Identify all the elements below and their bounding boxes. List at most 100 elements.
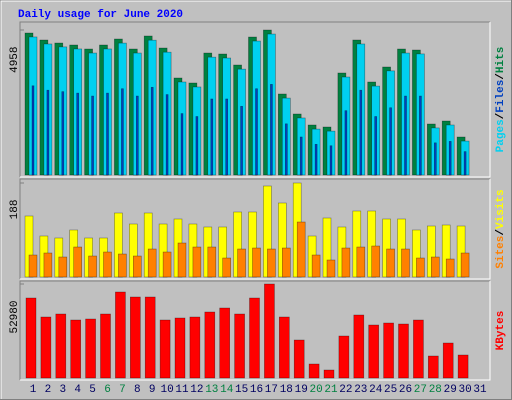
bar — [284, 123, 288, 176]
bar — [240, 105, 243, 176]
panel-edge — [19, 21, 490, 177]
bar — [121, 88, 124, 176]
bar — [353, 314, 365, 379]
legend-entry: Pages — [495, 119, 507, 152]
bar — [359, 89, 363, 176]
bar — [249, 297, 260, 379]
bar — [100, 313, 111, 379]
bar — [445, 258, 455, 278]
bar — [225, 98, 228, 176]
x-tick-label: 28 — [429, 384, 442, 396]
panel-edge — [19, 178, 490, 279]
bar — [204, 311, 216, 379]
bar — [115, 291, 126, 379]
bar — [76, 92, 79, 176]
bar — [195, 116, 199, 176]
panel-edge — [19, 280, 490, 380]
x-tick-label: 20 — [309, 384, 322, 396]
bar — [270, 84, 273, 176]
y-tick-label: 188 — [9, 200, 21, 220]
bar — [323, 369, 335, 379]
x-tick-label: 12 — [190, 384, 203, 396]
bar — [433, 142, 437, 176]
bar — [389, 107, 392, 176]
x-tick-label: 16 — [250, 384, 263, 396]
bar — [130, 296, 141, 379]
x-tick-label: 1 — [30, 384, 37, 396]
bar — [73, 246, 82, 278]
bar — [189, 316, 201, 379]
bar — [207, 246, 217, 278]
bar — [371, 245, 381, 278]
x-tick-label: 5 — [89, 384, 96, 396]
x-tick-label: 26 — [399, 384, 412, 396]
legend: Pages/Files/Hits — [495, 47, 507, 153]
x-tick-label: 2 — [45, 384, 52, 396]
chart-title: Daily usage for June 2020 — [18, 9, 183, 21]
bar — [368, 324, 380, 379]
bar — [255, 88, 258, 176]
bar — [344, 110, 348, 176]
legend-separator: / — [495, 229, 507, 236]
bar — [401, 248, 410, 278]
bar — [159, 319, 171, 379]
bar — [416, 257, 425, 278]
bar — [311, 254, 321, 278]
x-tick-label: 22 — [339, 384, 352, 396]
bar — [427, 355, 439, 379]
bar — [133, 255, 142, 278]
panel-edge — [20, 179, 491, 280]
bar — [413, 319, 424, 379]
bar — [219, 307, 230, 379]
bar — [278, 316, 290, 379]
bar — [398, 323, 409, 379]
bar — [180, 113, 184, 176]
bar — [338, 335, 350, 379]
x-tick-label: 15 — [235, 384, 248, 396]
x-tick-label: 31 — [473, 384, 487, 396]
bar — [70, 319, 81, 379]
x-tick-label: 6 — [104, 384, 111, 396]
bar — [234, 313, 245, 379]
legend-entry: Files — [495, 80, 507, 113]
bar — [356, 246, 366, 278]
bar — [144, 296, 156, 379]
bar — [147, 248, 157, 278]
bar — [61, 91, 65, 176]
x-tick-label: 14 — [220, 384, 234, 396]
x-tick-label: 11 — [175, 384, 189, 396]
bar — [419, 95, 422, 176]
bar — [192, 246, 202, 278]
x-tick-label: 3 — [59, 384, 66, 396]
bar — [85, 318, 96, 379]
bar — [162, 251, 172, 278]
x-tick-label: 8 — [134, 384, 141, 396]
bar — [383, 322, 394, 379]
bar — [106, 92, 109, 176]
legend-entry: Sites — [495, 236, 507, 269]
x-tick-label: 27 — [414, 384, 427, 396]
bar — [150, 86, 154, 176]
bar — [43, 252, 53, 278]
bar — [293, 339, 305, 379]
bar — [460, 252, 470, 278]
bar — [55, 313, 67, 379]
x-tick-label: 7 — [119, 384, 126, 396]
bar — [264, 283, 275, 379]
bar — [88, 255, 97, 278]
x-tick-label: 18 — [280, 384, 293, 396]
legend-separator: / — [495, 112, 507, 119]
bar — [341, 247, 351, 278]
legend-entry: KBytes — [495, 311, 507, 351]
bar — [329, 145, 333, 176]
bar — [457, 354, 469, 379]
x-tick-label: 10 — [160, 384, 173, 396]
x-tick-label: 30 — [458, 384, 471, 396]
x-tick-label: 13 — [205, 384, 218, 396]
bar — [28, 254, 38, 278]
bar — [165, 94, 169, 176]
bar — [118, 253, 127, 278]
bar — [386, 248, 395, 278]
